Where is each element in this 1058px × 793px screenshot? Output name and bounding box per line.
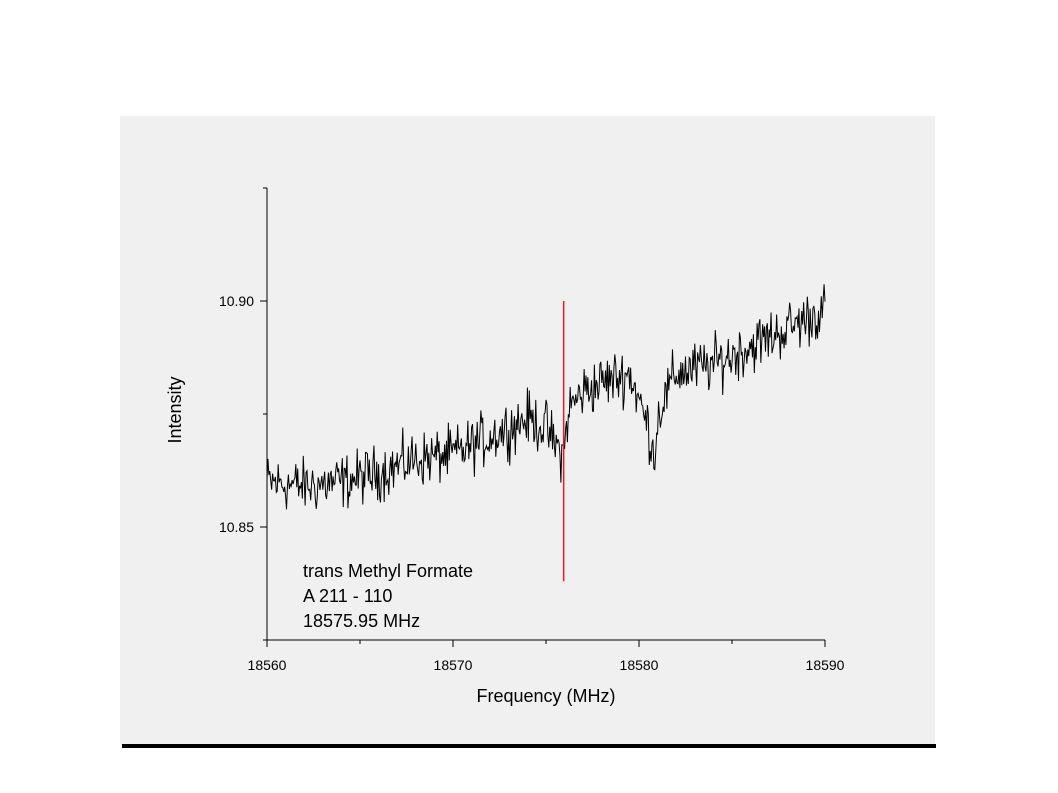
- annotation-line-1: trans Methyl Formate: [303, 561, 473, 581]
- annotation-block: trans Methyl Formate A 211 - 110 18575.9…: [303, 561, 473, 631]
- y-tick-label: 10.85: [219, 519, 254, 535]
- spectrum-series-line: [266, 284, 826, 510]
- x-tick-label: 18580: [620, 657, 659, 673]
- x-tick-label: 18570: [434, 657, 473, 673]
- x-axis-label: Frequency (MHz): [476, 686, 615, 706]
- annotation-line-2: A 211 - 110: [303, 586, 392, 606]
- ticks: [260, 187, 826, 647]
- y-tick-label: 10.90: [219, 293, 254, 309]
- x-tick-label: 18560: [248, 657, 287, 673]
- series-group: [266, 284, 826, 510]
- annotation-line-3: 18575.95 MHz: [303, 611, 420, 631]
- bottom-divider-rule: [122, 744, 936, 748]
- tick-labels: 18560 18570 18580 18590 10.85 10.90: [219, 293, 845, 673]
- x-tick-label: 18590: [806, 657, 845, 673]
- y-axis-label: Intensity: [165, 376, 185, 443]
